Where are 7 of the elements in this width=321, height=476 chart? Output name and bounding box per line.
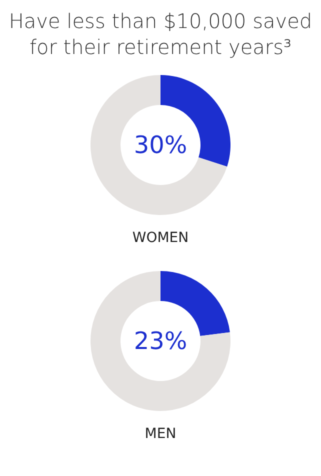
data-label: 23% (132, 326, 188, 357)
donut-slice (90, 271, 230, 411)
text: MEN (144, 426, 178, 442)
donut-slice (90, 75, 228, 215)
text: WOMEN (131, 230, 190, 246)
data-label: 30% (132, 130, 188, 161)
chart-title: Have less than $10,000 saved for their retirement years³ (8, 8, 313, 61)
